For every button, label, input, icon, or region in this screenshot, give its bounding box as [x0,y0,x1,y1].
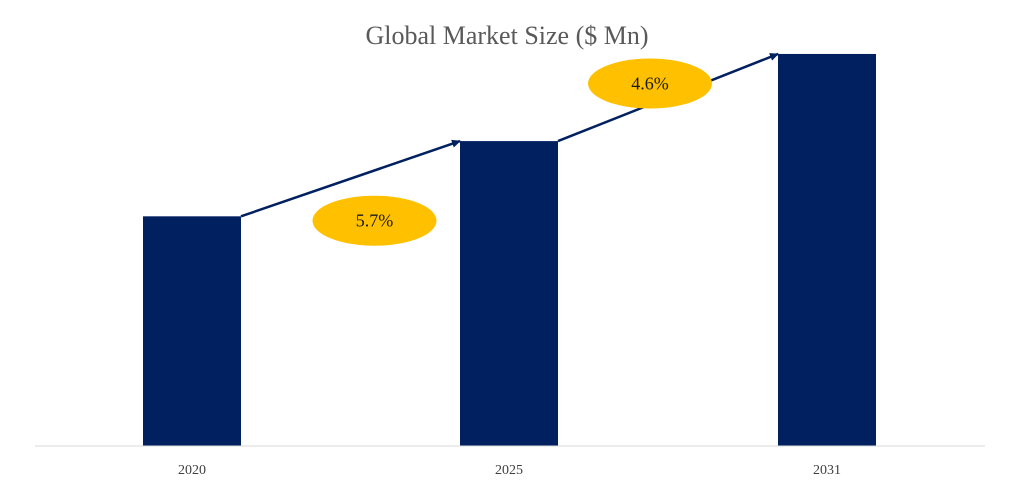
x-tick-label-2025: 2025 [495,463,523,478]
cagr-badge-2025-2031 [588,58,712,109]
x-tick-label-2020: 2020 [178,463,206,478]
bar-2031 [778,53,876,447]
cagr-badge-2020-2025 [312,195,437,246]
x-tick-labels: 2020 2025 2031 [178,463,841,478]
growth-badges-layer: 5.7% 4.6% [312,58,712,246]
cagr-label-2020-2025: 5.7% [356,211,394,231]
bars-layer [143,53,876,447]
chart-title: Global Market Size ($ Mn) [365,21,648,50]
cagr-label-2025-2031: 4.6% [631,74,669,94]
bar-2020 [143,216,241,446]
x-tick-label-2031: 2031 [813,463,841,478]
growth-arrow-2020-2025 [240,139,461,218]
bar-2025 [460,141,558,446]
